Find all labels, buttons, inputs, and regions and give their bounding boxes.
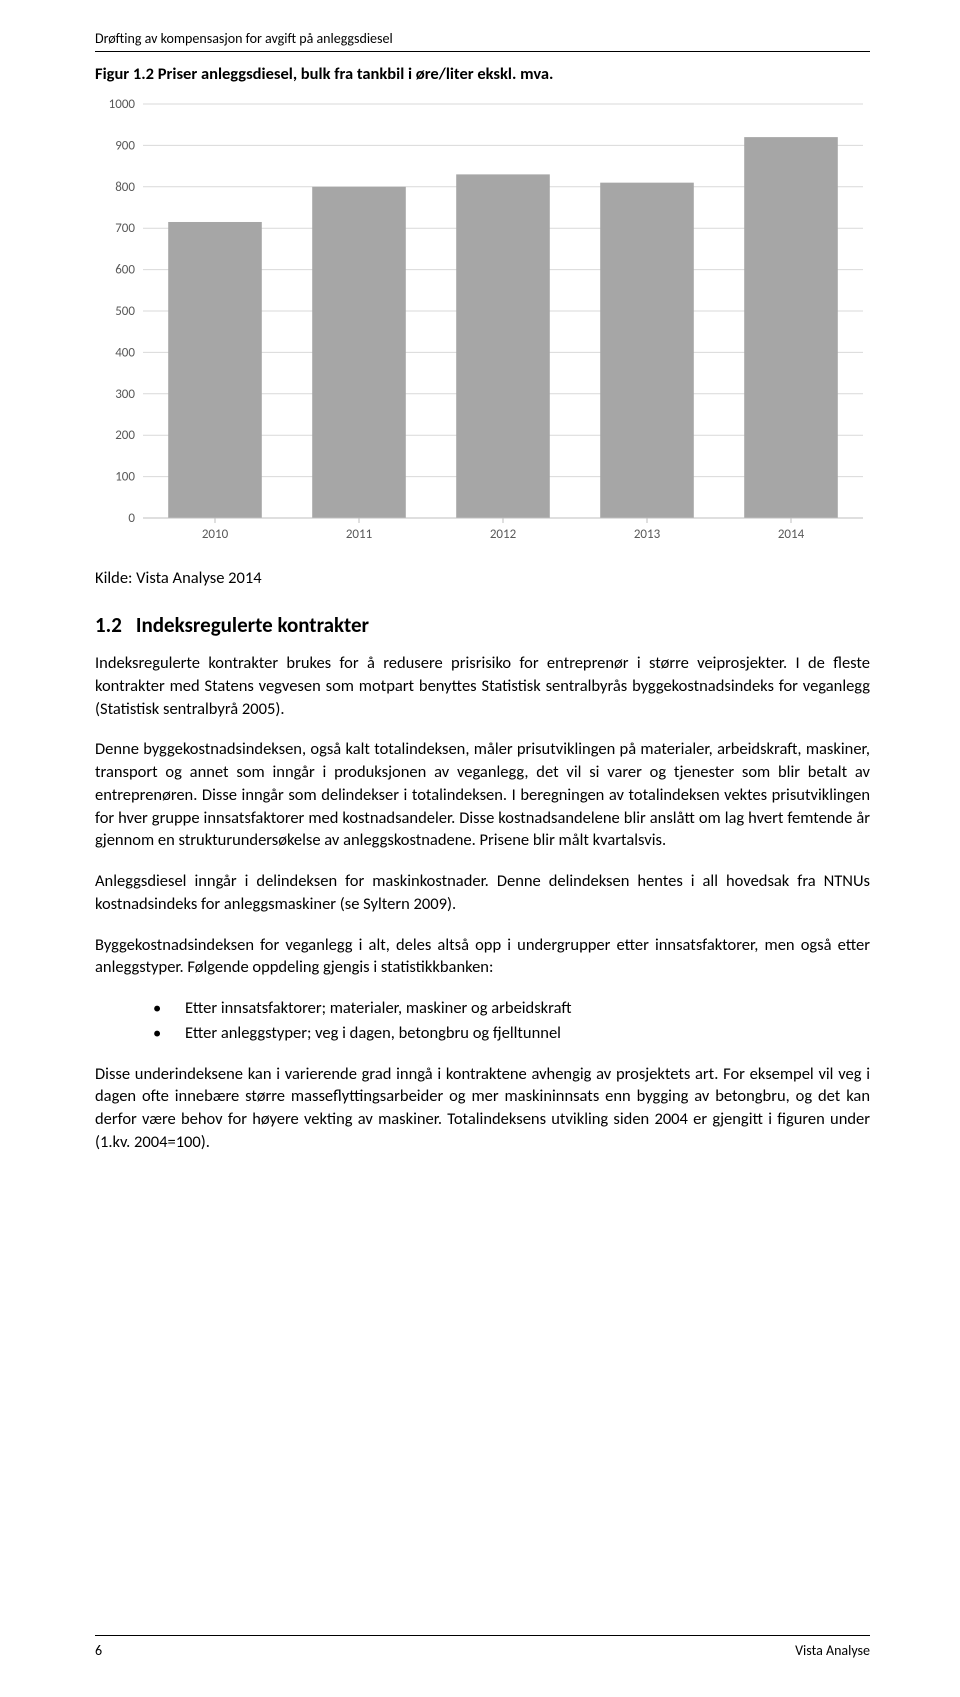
list-item: Etter innsatsfaktorer; materialer, maski…: [153, 997, 870, 1020]
svg-text:200: 200: [115, 428, 135, 443]
bar-chart: 0 100 200 300 400 500 600 700 800 900 1000 2010 2011…: [95, 96, 875, 546]
section-title: Indeksregulerte kontrakter: [136, 612, 369, 638]
svg-text:900: 900: [115, 138, 135, 153]
svg-text:100: 100: [115, 470, 135, 485]
section-heading: 1.2 Indeksregulerte kontrakter: [95, 612, 870, 638]
footer-rule: [95, 1635, 870, 1636]
svg-text:300: 300: [115, 387, 135, 402]
paragraph: Byggekostnadsindeksen for veganlegg i al…: [95, 934, 870, 980]
section-number: 1.2: [95, 612, 122, 638]
header-rule: [95, 51, 870, 52]
page-footer: 6 Vista Analyse: [95, 1635, 870, 1659]
paragraph: Denne byggekostnadsindeksen, også kalt t…: [95, 738, 870, 852]
svg-text:1000: 1000: [109, 97, 136, 112]
paragraph: Indeksregulerte kontrakter brukes for å …: [95, 652, 870, 720]
figure-caption: Figur 1.2 Priser anleggsdiesel, bulk fra…: [95, 64, 870, 84]
bullet-list: Etter innsatsfaktorer; materialer, maski…: [95, 997, 870, 1045]
svg-text:500: 500: [115, 304, 135, 319]
svg-text:400: 400: [115, 345, 135, 360]
footer-org: Vista Analyse: [795, 1642, 870, 1659]
paragraph: Anleggsdiesel inngår i delindeksen for m…: [95, 870, 870, 916]
svg-text:800: 800: [115, 180, 135, 195]
running-header: Drøfting av kompensasjon for avgift på a…: [95, 30, 870, 47]
list-item: Etter anleggstyper; veg i dagen, betongb…: [153, 1022, 870, 1045]
svg-text:2013: 2013: [634, 527, 661, 542]
chart-source: Kilde: Vista Analyse 2014: [95, 568, 870, 588]
svg-text:0: 0: [128, 511, 135, 526]
paragraph: Disse underindeksene kan i varierende gr…: [95, 1063, 870, 1154]
svg-text:600: 600: [115, 263, 135, 278]
svg-text:2011: 2011: [346, 527, 372, 542]
chart-svg: 0 100 200 300 400 500 600 700 800 900 1000 2010 2011…: [95, 96, 875, 546]
svg-text:2010: 2010: [202, 527, 229, 542]
svg-text:2012: 2012: [490, 527, 517, 542]
page-number: 6: [95, 1642, 102, 1659]
svg-text:700: 700: [115, 221, 135, 236]
svg-text:2014: 2014: [778, 527, 805, 542]
